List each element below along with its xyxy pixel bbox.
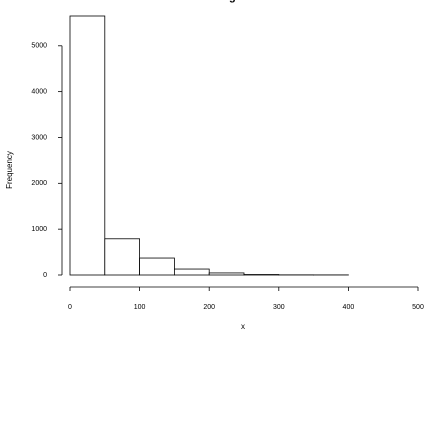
y-tick-label: 1000 xyxy=(31,226,47,233)
y-tick-label: 3000 xyxy=(31,134,47,141)
x-tick-label: 100 xyxy=(134,304,146,311)
y-tick-label: 2000 xyxy=(31,180,47,187)
chart-title: Histogram of x xyxy=(201,0,279,3)
bar xyxy=(208,272,245,276)
y-axis-title: Frequency xyxy=(5,151,14,189)
y-tick-label: 4000 xyxy=(31,88,47,95)
x-tick-label: 500 xyxy=(412,304,424,311)
x-axis-title: x xyxy=(241,322,245,331)
y-tick-label: 5000 xyxy=(31,43,47,50)
bar xyxy=(173,268,210,276)
bar xyxy=(69,15,106,276)
x-tick-label: 200 xyxy=(203,304,215,311)
bar xyxy=(104,238,141,276)
x-tick-label: 400 xyxy=(343,304,355,311)
x-tick-label: 300 xyxy=(273,304,285,311)
y-tick-label: 0 xyxy=(43,272,47,279)
bar xyxy=(139,257,175,276)
x-tick-label: 0 xyxy=(68,304,72,311)
